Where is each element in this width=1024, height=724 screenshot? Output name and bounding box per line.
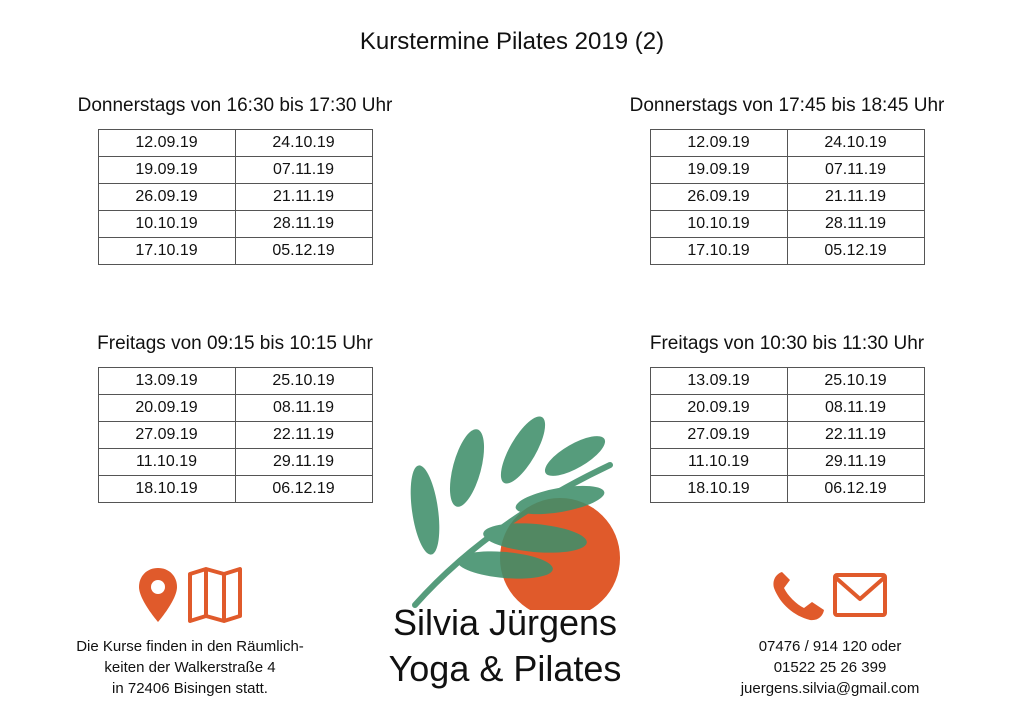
- dates-table: 13.09.19 25.10.19 20.09.19 08.11.19 27.09.…: [649, 367, 925, 503]
- dates-table: 12.09.19 24.10.19 19.09.19 07.11.19 26.09.…: [649, 129, 925, 265]
- date-cell: 11.10.19: [97, 448, 236, 476]
- date-cell: 19.09.19: [649, 156, 788, 184]
- date-cell: 25.10.19: [786, 367, 925, 395]
- leaf: [515, 485, 605, 515]
- date-cell: 11.10.19: [649, 448, 788, 476]
- schedule-fri-0915: Freitags von 09:15 bis 10:15 Uhr 13.09.1…: [25, 333, 445, 503]
- date-cell: 27.09.19: [649, 421, 788, 449]
- date-cell: 08.11.19: [234, 394, 373, 422]
- date-cell: 28.11.19: [786, 210, 925, 238]
- date-cell: 05.12.19: [786, 237, 925, 265]
- date-cell: 08.11.19: [786, 394, 925, 422]
- schedule-thu-1745: Donnerstags von 17:45 bis 18:45 Uhr 12.0…: [577, 95, 997, 265]
- table-row: 10.10.19 28.11.19: [649, 210, 925, 238]
- date-cell: 06.12.19: [234, 475, 373, 503]
- table-row: 26.09.19 21.11.19: [649, 183, 925, 211]
- date-cell: 13.09.19: [97, 367, 236, 395]
- date-cell: 06.12.19: [786, 475, 925, 503]
- table-row: 27.09.19 22.11.19: [649, 421, 925, 449]
- date-cell: 07.11.19: [234, 156, 373, 184]
- date-cell: 12.09.19: [97, 129, 236, 157]
- map-icon: [188, 567, 242, 623]
- table-row: 10.10.19 28.11.19: [97, 210, 373, 238]
- date-cell: 13.09.19: [649, 367, 788, 395]
- date-cell: 20.09.19: [97, 394, 236, 422]
- email-address[interactable]: juergens.silvia@gmail.com: [740, 680, 920, 697]
- date-cell: 24.10.19: [234, 129, 373, 157]
- date-cell: 28.11.19: [234, 210, 373, 238]
- table-row: 17.10.19 05.12.19: [649, 237, 925, 265]
- date-cell: 07.11.19: [786, 156, 925, 184]
- mail-icon: [833, 573, 887, 617]
- schedule-fri-1030: Freitags von 10:30 bis 11:30 Uhr 13.09.1…: [577, 333, 997, 503]
- table-row: 11.10.19 29.11.19: [649, 448, 925, 476]
- brand-block: Silvia Jürgens Yoga & Pilates: [330, 600, 680, 692]
- date-cell: 29.11.19: [234, 448, 373, 476]
- table-row: 20.09.19 08.11.19: [97, 394, 373, 422]
- table-row: 13.09.19 25.10.19: [97, 367, 373, 395]
- table-row: 13.09.19 25.10.19: [649, 367, 925, 395]
- page-title: Kurstermine Pilates 2019 (2): [359, 28, 665, 55]
- date-cell: 26.09.19: [97, 183, 236, 211]
- table-row: 18.10.19 06.12.19: [97, 475, 373, 503]
- date-cell: 26.09.19: [649, 183, 788, 211]
- date-cell: 18.10.19: [97, 475, 236, 503]
- table-row: 12.09.19 24.10.19: [649, 129, 925, 157]
- date-cell: 19.09.19: [97, 156, 236, 184]
- leaf: [457, 551, 553, 579]
- date-cell: 27.09.19: [97, 421, 236, 449]
- date-cell: 25.10.19: [234, 367, 373, 395]
- leaf: [483, 523, 587, 553]
- leaf: [500, 416, 546, 484]
- table-row: 26.09.19 21.11.19: [97, 183, 373, 211]
- table-row: 18.10.19 06.12.19: [649, 475, 925, 503]
- table-row: 27.09.19 22.11.19: [97, 421, 373, 449]
- table-row: 19.09.19 07.11.19: [649, 156, 925, 184]
- date-cell: 29.11.19: [786, 448, 925, 476]
- date-cell: 21.11.19: [786, 183, 925, 211]
- brand-name: Silvia Jürgens: [392, 602, 618, 643]
- date-cell: 12.09.19: [649, 129, 788, 157]
- location-pin-icon: [139, 568, 177, 622]
- table-row: 19.09.19 07.11.19: [97, 156, 373, 184]
- table-row: 11.10.19 29.11.19: [97, 448, 373, 476]
- schedule-heading: Donnerstags von 17:45 bis 18:45 Uhr: [629, 95, 945, 116]
- date-cell: 05.12.19: [234, 237, 373, 265]
- date-cell: 22.11.19: [234, 421, 373, 449]
- location-text: Die Kurse finden in den Räumlich- keiten…: [30, 636, 350, 699]
- leaf-sun-logo: [410, 416, 620, 610]
- dates-table: 12.09.19 24.10.19 19.09.19 07.11.19 26.09.…: [97, 129, 373, 265]
- location-line: keiten der Walkerstraße 4: [104, 659, 276, 676]
- date-cell: 10.10.19: [649, 210, 788, 238]
- mobile-number: 01522 25 26 399: [773, 659, 887, 676]
- schedule-heading: Freitags von 10:30 bis 11:30 Uhr: [649, 333, 925, 354]
- date-cell: 17.10.19: [649, 237, 788, 265]
- date-cell: 20.09.19: [649, 394, 788, 422]
- schedule-heading: Donnerstags von 16:30 bis 17:30 Uhr: [77, 95, 393, 116]
- date-cell: 18.10.19: [649, 475, 788, 503]
- brand-subtitle: Yoga & Pilates: [388, 648, 622, 689]
- schedule-thu-1630: Donnerstags von 16:30 bis 17:30 Uhr 12.0…: [25, 95, 445, 265]
- date-cell: 17.10.19: [97, 237, 236, 265]
- table-row: 20.09.19 08.11.19: [649, 394, 925, 422]
- table-row: 17.10.19 05.12.19: [97, 237, 373, 265]
- date-cell: 24.10.19: [786, 129, 925, 157]
- contact-text: 07476 / 914 120 oder 01522 25 26 399 jue…: [690, 636, 970, 699]
- leaf: [449, 429, 485, 507]
- location-line: Die Kurse finden in den Räumlich-: [76, 638, 304, 655]
- dates-table: 13.09.19 25.10.19 20.09.19 08.11.19 27.09.…: [97, 367, 373, 503]
- leaf: [410, 465, 440, 555]
- phone-icon: [773, 572, 824, 621]
- date-cell: 21.11.19: [234, 183, 373, 211]
- date-cell: 22.11.19: [786, 421, 925, 449]
- schedule-heading: Freitags von 09:15 bis 10:15 Uhr: [97, 333, 373, 354]
- date-cell: 10.10.19: [97, 210, 236, 238]
- phone-number: 07476 / 914 120 oder: [758, 638, 902, 655]
- leaf: [544, 436, 606, 476]
- table-row: 12.09.19 24.10.19: [97, 129, 373, 157]
- location-line: in 72406 Bisingen statt.: [112, 680, 268, 697]
